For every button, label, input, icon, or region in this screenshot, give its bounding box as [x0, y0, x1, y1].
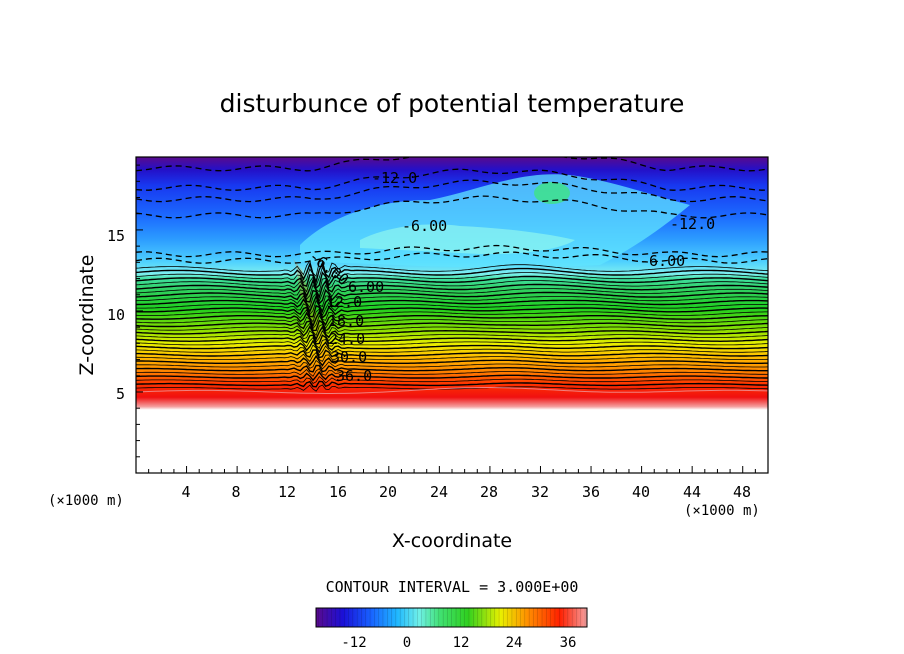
- contour-dashed-line: [136, 251, 768, 264]
- contour-line: [136, 354, 768, 367]
- contour-line: [136, 368, 768, 377]
- cyan-anomaly-core: [360, 224, 575, 255]
- y-ticks: [136, 164, 143, 458]
- contour-line: [136, 278, 768, 300]
- y-tick-label: 10: [107, 306, 125, 324]
- contour-line: [136, 261, 768, 284]
- contour-line: [136, 292, 768, 309]
- y-tick-label: 5: [116, 385, 125, 403]
- contour-line: [136, 276, 768, 293]
- contour-dashed-line: [136, 179, 768, 203]
- contour-label: 6.00: [348, 278, 384, 296]
- contour-line: [136, 339, 768, 354]
- green-patch: [534, 182, 570, 204]
- contour-line: [136, 310, 768, 328]
- contour-interval-text: CONTOUR INTERVAL = 3.000E+00: [326, 578, 579, 596]
- x-tick-label: 40: [632, 483, 650, 501]
- contour-line: [136, 259, 768, 278]
- x-tick-label: 4: [181, 483, 190, 501]
- contour-line: [136, 288, 768, 305]
- contour-label: -12.0: [372, 169, 417, 187]
- contour-dashed: [136, 157, 768, 264]
- contour-line: [136, 319, 768, 333]
- contour-line: [136, 349, 768, 359]
- contour-lines: [136, 259, 768, 394]
- colorbar-tick-label: -12: [341, 635, 366, 651]
- x-tick-label: 28: [480, 483, 498, 501]
- contour-dashed-line: [136, 244, 768, 258]
- surface-line: [136, 387, 768, 394]
- contour-line: [136, 304, 768, 319]
- x-tick-label: 8: [231, 483, 240, 501]
- contour-line: [136, 380, 768, 388]
- colorbar-divisions: [316, 608, 587, 627]
- contour-line: [136, 294, 768, 314]
- contour-line: [136, 384, 768, 392]
- x-axis-label: X-coordinate: [392, 530, 512, 552]
- contour-label: -6.00: [640, 252, 685, 270]
- chart-title: disturbunce of potential temperature: [220, 89, 685, 118]
- contour-line: [136, 351, 768, 363]
- colorbar-tick-label: 36: [560, 635, 577, 651]
- contour-line: [136, 336, 768, 349]
- x-tick-label: 24: [430, 483, 448, 501]
- field-layer: [136, 157, 768, 473]
- contour-label: 18.0: [328, 312, 364, 330]
- x-tick-label: 48: [733, 483, 751, 501]
- y-tick-label: 15: [107, 227, 125, 245]
- contour-line: [136, 299, 768, 317]
- contour-label: -12.0: [670, 215, 715, 233]
- contour-line: [136, 265, 768, 287]
- y-axis-label: Z-coordinate: [76, 255, 98, 376]
- x-tick-label: 44: [683, 483, 701, 501]
- x-tick-labels: 4 8 12 16 20 24 28 32 36 40 44 48: [181, 483, 751, 501]
- contour-line: [136, 364, 768, 373]
- x-tick-label: 20: [379, 483, 397, 501]
- contour-dashed-line: [136, 195, 768, 219]
- contour-line: [136, 334, 768, 345]
- x-tick-label: 16: [329, 483, 347, 501]
- contour-dashed-line: [136, 168, 768, 191]
- contour-dashed-line: [136, 157, 768, 172]
- contour-line: [136, 376, 768, 385]
- contour-line: [136, 314, 768, 330]
- x-tick-label: 32: [531, 483, 549, 501]
- x-ticks: [148, 466, 756, 473]
- contour-line: [136, 371, 768, 382]
- colorbar-frame: [315, 607, 588, 628]
- contour-line: [136, 271, 768, 290]
- colorbar-tick-label: 0: [403, 635, 411, 651]
- contour-line: [136, 308, 768, 323]
- x-unit-left: (×1000 m): [48, 493, 124, 509]
- contour-line: [136, 322, 768, 336]
- contour-line: [136, 329, 768, 343]
- contour-label: 12.0: [326, 293, 362, 311]
- colorbar-tick-label: 12: [453, 635, 470, 651]
- y-tick-labels: 5 10 15: [107, 227, 125, 403]
- contour-line: [136, 344, 768, 356]
- contour-label: 24.0: [329, 330, 365, 348]
- x-unit-right: (×1000 m): [684, 503, 760, 519]
- contour-line: [136, 325, 768, 341]
- contour-label: -6.00: [402, 217, 447, 235]
- x-tick-label: 12: [278, 483, 296, 501]
- contour-line: [136, 359, 768, 370]
- contour-label: 30.0: [331, 348, 367, 366]
- colorbar-tick-label: 24: [506, 635, 523, 651]
- x-tick-label: 36: [582, 483, 600, 501]
- contour-line: [136, 283, 768, 303]
- colorbar: -12 0 12 24 36: [315, 607, 588, 651]
- contour-label: 36.0: [336, 367, 372, 385]
